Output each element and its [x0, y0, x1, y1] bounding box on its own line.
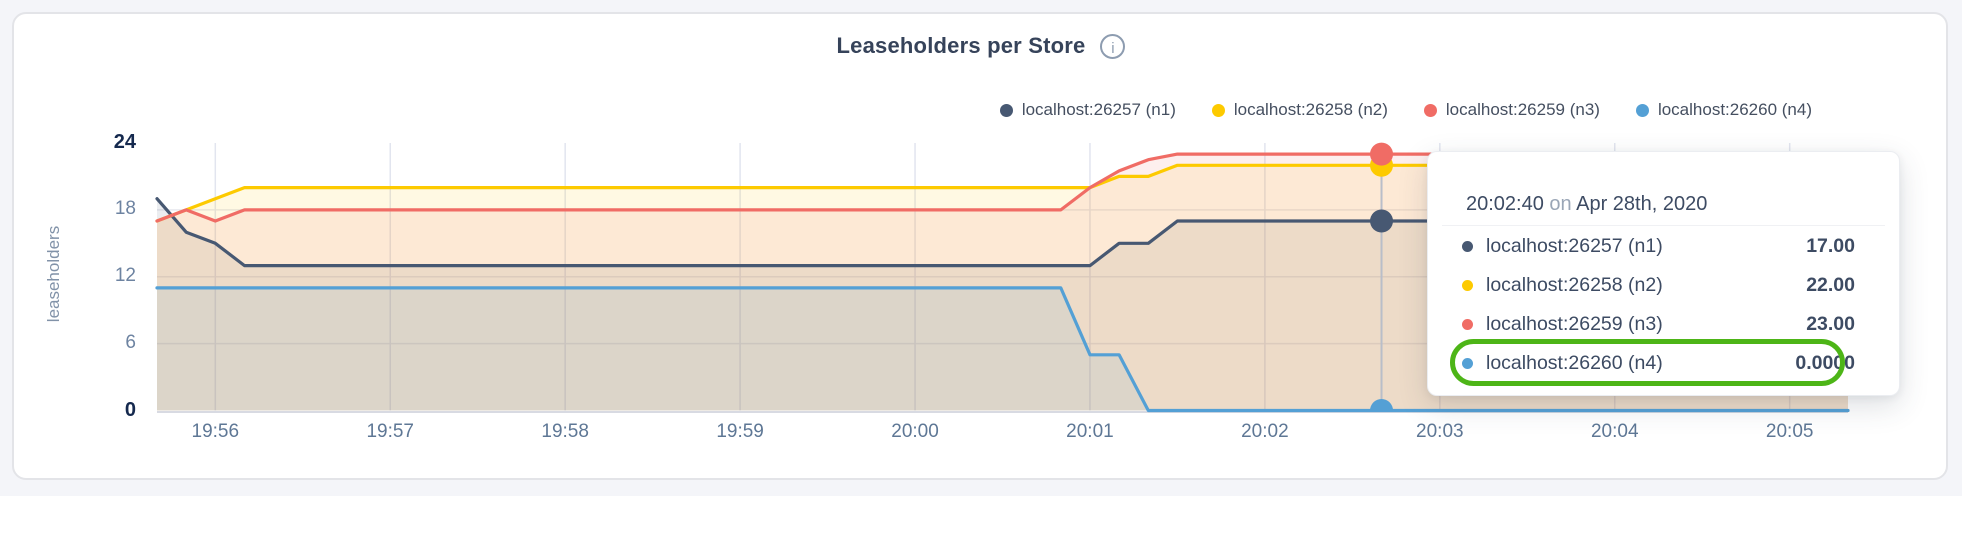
- legend-item[interactable]: localhost:26257 (n1): [999, 100, 1176, 120]
- legend-dot-icon: [1635, 103, 1649, 117]
- legend-item[interactable]: localhost:26258 (n2): [1211, 100, 1388, 120]
- legend-label: localhost:26259 (n3): [1445, 100, 1600, 119]
- chart-card: [12, 12, 1948, 480]
- legend-label: localhost:26260 (n4): [1657, 100, 1812, 119]
- legend-dot-icon: [1423, 103, 1437, 117]
- info-icon[interactable]: i: [1100, 33, 1126, 59]
- legend-dot-icon: [999, 103, 1013, 117]
- legend-item[interactable]: localhost:26259 (n3): [1423, 100, 1600, 120]
- legend-dot-icon: [1211, 103, 1225, 117]
- legend-item[interactable]: localhost:26260 (n4): [1635, 100, 1812, 120]
- legend: localhost:26257 (n1) localhost:26258 (n2)…: [999, 100, 1812, 120]
- legend-label: localhost:26257 (n1): [1021, 100, 1176, 119]
- legend-label: localhost:26258 (n2): [1233, 100, 1388, 119]
